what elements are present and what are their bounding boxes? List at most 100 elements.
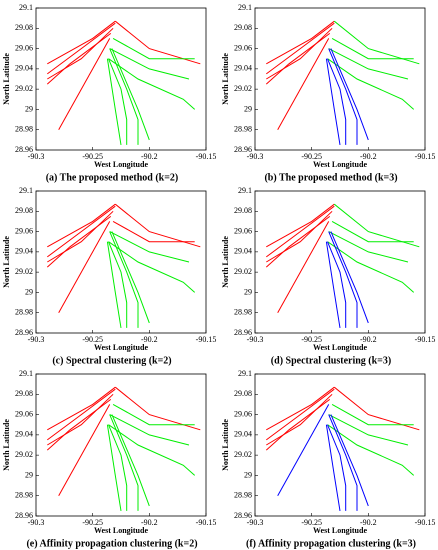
y-axis-label: North Latitude	[221, 236, 230, 288]
trajectory	[277, 221, 330, 313]
trajectory	[47, 210, 114, 263]
y-tick-label: 29.1	[238, 3, 252, 12]
trajectory	[47, 22, 116, 75]
trajectory	[108, 241, 196, 293]
plot-area	[36, 8, 206, 150]
x-tick-label: -90.3	[247, 152, 264, 161]
y-tick-label: 29.08	[234, 206, 252, 215]
x-tick-label: -90.25	[301, 152, 322, 161]
trajectory	[265, 215, 331, 268]
trajectory	[328, 414, 358, 511]
plot-area	[36, 374, 206, 516]
trajectory	[266, 27, 333, 80]
trajectory	[330, 231, 369, 324]
y-tick-label: 29.04	[234, 64, 252, 73]
trajectory	[58, 404, 111, 496]
y-tick-label: 28.96	[15, 511, 33, 520]
trajectory	[106, 241, 122, 328]
x-tick-label: -90.2	[141, 518, 158, 527]
x-tick-label: -90.2	[360, 518, 377, 527]
x-axis-label: West Longitude	[94, 526, 148, 535]
x-tick-label: -90.25	[82, 335, 103, 344]
axes-frame	[254, 373, 426, 517]
trajectory	[47, 388, 116, 441]
x-tick-label: -90.3	[28, 152, 45, 161]
axes-frame	[35, 373, 207, 517]
trajectory	[108, 58, 196, 110]
y-tick-label: 28.98	[15, 125, 33, 134]
x-tick-label: -90.2	[141, 152, 158, 161]
y-tick-label: 29.02	[15, 450, 33, 459]
y-tick-label: 29.02	[234, 84, 252, 93]
y-tick-label: 29.08	[15, 206, 33, 215]
trajectory	[327, 58, 415, 110]
trajectory	[46, 32, 112, 85]
y-tick-label: 28.98	[234, 491, 252, 500]
y-tick-label: 28.96	[234, 511, 252, 520]
trajectory	[330, 48, 369, 141]
y-tick-label: 29.02	[15, 267, 33, 276]
x-tick-label: -90.2	[360, 335, 377, 344]
trajectory	[327, 58, 347, 145]
x-tick-label: -90.15	[415, 518, 436, 527]
x-axis-label: West Longitude	[313, 160, 367, 169]
trajectory	[325, 241, 341, 328]
y-tick-label: 29.06	[15, 409, 33, 418]
y-tick-label: 29.04	[15, 247, 33, 256]
y-tick-label: 29.04	[234, 247, 252, 256]
plot-area	[255, 374, 425, 516]
trajectory	[331, 37, 414, 60]
trajectory	[331, 403, 414, 426]
caption: (d) Spectral clustering (k=3)	[271, 355, 391, 366]
x-tick-label: -90.3	[28, 518, 45, 527]
trajectory	[266, 20, 335, 65]
trajectory	[108, 424, 196, 476]
trajectory	[327, 424, 347, 511]
trajectory	[266, 386, 335, 431]
y-tick-label: 28.98	[15, 308, 33, 317]
trajectory	[109, 414, 139, 511]
x-tick-label: -90.25	[301, 518, 322, 527]
y-tick-label: 29.08	[15, 23, 33, 32]
y-tick-label: 29.06	[15, 226, 33, 235]
trajectory	[111, 231, 150, 324]
y-tick-label: 29.02	[15, 84, 33, 93]
trajectory	[47, 27, 114, 80]
y-tick-label: 29.06	[234, 226, 252, 235]
trajectory	[112, 403, 195, 426]
caption: (c) Spectral clustering (k=2)	[52, 355, 171, 366]
y-tick-label: 29.1	[238, 369, 252, 378]
trajectory	[109, 48, 190, 80]
y-tick-label: 28.98	[15, 491, 33, 500]
trajectory	[108, 241, 128, 328]
x-tick-label: -90.15	[196, 152, 217, 161]
x-tick-label: -90.15	[415, 152, 436, 161]
trajectory	[109, 48, 139, 145]
y-axis-label: North Latitude	[2, 419, 11, 471]
x-axis-label: West Longitude	[94, 343, 148, 352]
y-tick-label: 29.04	[234, 430, 252, 439]
y-tick-label: 29	[244, 287, 252, 296]
trajectory	[331, 220, 414, 243]
x-tick-label: -90.15	[196, 335, 217, 344]
trajectory	[327, 241, 415, 293]
trajectory	[266, 205, 335, 258]
y-axis-label: North Latitude	[2, 236, 11, 288]
axes-frame	[35, 190, 207, 334]
y-tick-label: 29.04	[15, 430, 33, 439]
plot-area	[255, 191, 425, 333]
x-tick-label: -90.15	[196, 518, 217, 527]
trajectory	[111, 48, 150, 141]
y-tick-label: 29.1	[238, 186, 252, 195]
y-tick-label: 28.98	[234, 308, 252, 317]
y-tick-label: 29.08	[234, 23, 252, 32]
trajectory	[108, 424, 128, 511]
trajectory	[111, 414, 150, 507]
trajectory	[277, 404, 330, 496]
y-tick-label: 29	[25, 104, 33, 113]
y-tick-label: 28.96	[234, 145, 252, 154]
trajectory	[265, 32, 331, 85]
trajectory	[325, 424, 341, 511]
trajectory	[266, 210, 333, 263]
